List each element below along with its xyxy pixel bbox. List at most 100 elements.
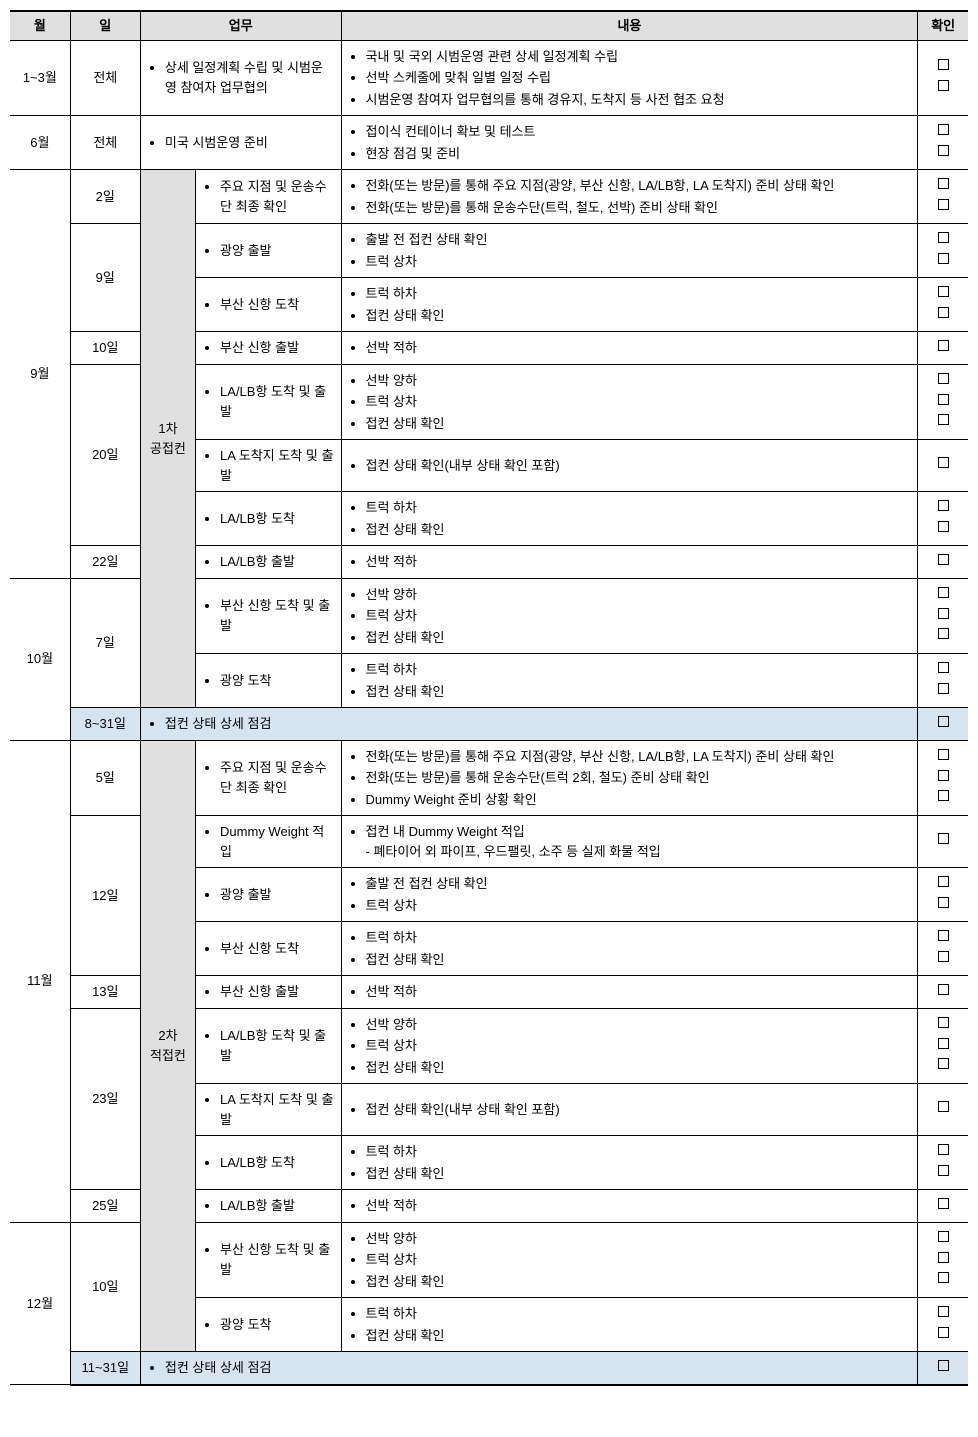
- check-cell: [918, 440, 968, 492]
- task-cell: 상세 일정계획 수립 및 시범운영 참여자 업무협의: [140, 40, 341, 116]
- check-cell: [918, 364, 968, 440]
- checkbox[interactable]: [938, 500, 949, 511]
- detail-cell: 트럭 하차접컨 상태 확인: [341, 492, 918, 546]
- checkbox[interactable]: [938, 1058, 949, 1069]
- checkbox[interactable]: [938, 253, 949, 264]
- list-item: 선박 적하: [366, 338, 912, 358]
- checkbox[interactable]: [938, 897, 949, 908]
- detail-cell: 전화(또는 방문)를 통해 주요 지점(광양, 부산 신항, LA/LB항, L…: [341, 170, 918, 224]
- list-item: LA/LB항 출발: [220, 1196, 334, 1216]
- task-cell: 광양 출발: [196, 868, 341, 922]
- check-cell: [918, 224, 968, 278]
- checkbox[interactable]: [938, 59, 949, 70]
- checkbox[interactable]: [938, 1038, 949, 1049]
- checkbox[interactable]: [938, 770, 949, 781]
- list-item: 주요 지점 및 운송수단 최종 확인: [220, 177, 334, 216]
- day-cell: 13일: [70, 976, 140, 1009]
- checkbox[interactable]: [938, 1101, 949, 1112]
- phase-cell: 2차적접컨: [140, 740, 195, 1352]
- checkbox[interactable]: [938, 521, 949, 532]
- month-cell: 1~3월: [10, 40, 70, 116]
- table-row: 6월전체미국 시범운영 준비접이식 컨테이너 확보 및 테스트현장 점검 및 준…: [10, 116, 968, 170]
- checkbox[interactable]: [938, 199, 949, 210]
- checkbox[interactable]: [938, 876, 949, 887]
- checkbox[interactable]: [938, 1252, 949, 1263]
- list-item: 트럭 하차: [366, 1142, 912, 1162]
- checkbox[interactable]: [938, 628, 949, 639]
- list-item: 접컨 상태 확인: [366, 414, 912, 434]
- checkbox[interactable]: [938, 145, 949, 156]
- day-cell: 10일: [70, 332, 140, 365]
- checkbox[interactable]: [938, 394, 949, 405]
- day-cell: 10일: [70, 1222, 140, 1352]
- checkbox[interactable]: [938, 1327, 949, 1338]
- checkbox[interactable]: [938, 951, 949, 962]
- check-cell: [918, 578, 968, 654]
- checkbox[interactable]: [938, 457, 949, 468]
- checkbox[interactable]: [938, 662, 949, 673]
- checkbox[interactable]: [938, 749, 949, 760]
- list-item: 트럭 상차: [366, 606, 912, 626]
- checkbox[interactable]: [938, 307, 949, 318]
- checkbox[interactable]: [938, 1360, 949, 1371]
- task-cell: 부산 신항 출발: [196, 332, 341, 365]
- checkbox[interactable]: [938, 373, 949, 384]
- task-cell: 접컨 상태 상세 점검: [140, 708, 917, 741]
- detail-cell: 접컨 내 Dummy Weight 적입 - 폐타이어 외 파이프, 우드팰릿,…: [341, 816, 918, 868]
- table-row: 1~3월전체상세 일정계획 수립 및 시범운영 참여자 업무협의국내 및 국외 …: [10, 40, 968, 116]
- checkbox[interactable]: [938, 683, 949, 694]
- list-item: 부산 신항 출발: [220, 338, 334, 358]
- task-cell: LA/LB항 도착: [196, 1136, 341, 1190]
- list-item: 부산 신항 출발: [220, 982, 334, 1002]
- checkbox[interactable]: [938, 80, 949, 91]
- detail-cell: 전화(또는 방문)를 통해 주요 지점(광양, 부산 신항, LA/LB항, L…: [341, 740, 918, 816]
- col-day: 일: [70, 11, 140, 40]
- checkbox[interactable]: [938, 1017, 949, 1028]
- list-item: LA/LB항 도착: [220, 1153, 334, 1173]
- detail-cell: 선박 양하트럭 상차접컨 상태 확인: [341, 364, 918, 440]
- checkbox[interactable]: [938, 124, 949, 135]
- task-cell: 부산 신항 도착: [196, 278, 341, 332]
- checkbox[interactable]: [938, 1306, 949, 1317]
- list-item: 시범운영 참여자 업무협의를 통해 경유지, 도착지 등 사전 협조 요청: [366, 90, 912, 110]
- checkbox[interactable]: [938, 1144, 949, 1155]
- task-cell: 미국 시범운영 준비: [140, 116, 341, 170]
- table-row: 8~31일접컨 상태 상세 점검: [10, 708, 968, 741]
- checkbox[interactable]: [938, 414, 949, 425]
- list-item: 접컨 상태 확인: [366, 520, 912, 540]
- list-item: 전화(또는 방문)를 통해 운송수단(트럭 2회, 철도) 준비 상태 확인: [366, 768, 912, 788]
- month-cell: 11월: [10, 740, 70, 1222]
- list-item: 선박 양하: [366, 585, 912, 605]
- list-item: 접컨 상태 확인: [366, 306, 912, 326]
- checkbox[interactable]: [938, 833, 949, 844]
- checkbox[interactable]: [938, 232, 949, 243]
- checkbox[interactable]: [938, 286, 949, 297]
- detail-cell: 트럭 하차접컨 상태 확인: [341, 922, 918, 976]
- checkbox[interactable]: [938, 340, 949, 351]
- list-item: 접컨 상태 확인(내부 상태 확인 포함): [366, 1100, 912, 1120]
- checkbox[interactable]: [938, 716, 949, 727]
- checkbox[interactable]: [938, 554, 949, 565]
- list-item: 현장 점검 및 준비: [366, 144, 912, 164]
- list-item: 접컨 상태 확인: [366, 682, 912, 702]
- checkbox[interactable]: [938, 1272, 949, 1283]
- list-item: LA 도착지 도착 및 출발: [220, 446, 334, 485]
- list-item: 접컨 상태 확인: [366, 1272, 912, 1292]
- checkbox[interactable]: [938, 790, 949, 801]
- task-cell: LA 도착지 도착 및 출발: [196, 1084, 341, 1136]
- checkbox[interactable]: [938, 178, 949, 189]
- day-cell: 20일: [70, 364, 140, 546]
- checkbox[interactable]: [938, 1231, 949, 1242]
- checkbox[interactable]: [938, 1198, 949, 1209]
- list-item: 상세 일정계획 수립 및 시범운영 참여자 업무협의: [165, 58, 335, 97]
- list-item: 선박 적하: [366, 552, 912, 572]
- checkbox[interactable]: [938, 984, 949, 995]
- list-item: LA/LB항 도착 및 출발: [220, 382, 334, 421]
- checkbox[interactable]: [938, 608, 949, 619]
- checkbox[interactable]: [938, 1165, 949, 1176]
- checkbox[interactable]: [938, 930, 949, 941]
- list-item: 광양 도착: [220, 1315, 334, 1335]
- list-item: 트럭 상차: [366, 392, 912, 412]
- check-cell: [918, 332, 968, 365]
- checkbox[interactable]: [938, 587, 949, 598]
